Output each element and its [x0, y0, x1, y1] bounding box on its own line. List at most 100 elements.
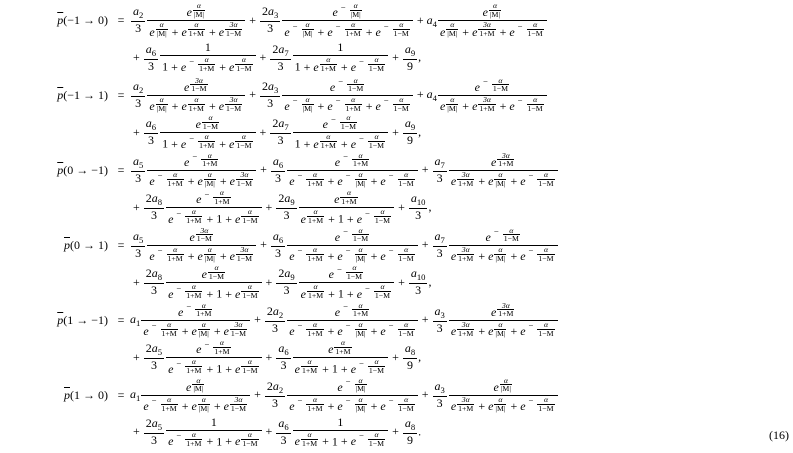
- symbol: a: [130, 387, 136, 401]
- numerator: 3α: [457, 394, 475, 405]
- math-text: 1: [331, 434, 338, 449]
- numerator: e α |M|: [141, 376, 251, 396]
- numerator: a10: [408, 266, 428, 285]
- math-text: α: [313, 282, 318, 292]
- math-text: α: [346, 188, 352, 197]
- power: e 3α 1−M: [230, 170, 255, 188]
- math-text: α: [450, 20, 455, 30]
- operator: +: [225, 361, 233, 376]
- power: e − α 1−M: [380, 395, 415, 413]
- math-text: 3: [283, 283, 290, 298]
- operator: +: [133, 274, 140, 289]
- equation-row: + a6 3 1 1 + e − α 1+M + e α 1−M +2a7 3 1 1 + e α 1+M + e − α 1−M +…: [0, 40, 559, 77]
- exponent: − α 1−M: [515, 21, 545, 37]
- power: e − α 1−M: [329, 264, 364, 281]
- denominator: 3: [276, 433, 290, 448]
- base: e: [180, 136, 187, 151]
- power: e α 1+M: [334, 189, 359, 206]
- power: e 3α 1+M: [451, 394, 476, 413]
- math-text: 9: [407, 433, 413, 448]
- lhs: [0, 114, 112, 152]
- operator: −: [365, 282, 370, 293]
- denominator: 1+M: [167, 179, 184, 188]
- operator: +: [206, 434, 214, 449]
- fraction: 2a3 3: [260, 4, 281, 36]
- math-text: 1+M: [458, 328, 474, 338]
- numerator: α: [397, 320, 415, 330]
- denominator: 1+M: [320, 65, 337, 73]
- symbol: a: [434, 228, 441, 243]
- numerator: 3α: [478, 21, 496, 31]
- exponent: − α 1−M: [356, 357, 386, 374]
- base: e: [289, 324, 295, 339]
- subscript: 3: [274, 84, 279, 95]
- math-text: 1+M: [320, 141, 336, 151]
- subscript: 7: [440, 234, 445, 245]
- math-text: α: [399, 20, 404, 30]
- fraction: α |M|: [494, 170, 507, 188]
- math-text: 1: [337, 211, 344, 226]
- math-text: 1+M: [320, 64, 336, 74]
- subscripted: a4: [427, 13, 437, 29]
- fraction: e − α 1+M e − α 1+M + e − α |M| + e − α 1−M: [287, 301, 418, 340]
- subscript: 6: [151, 47, 157, 58]
- math-text: α: [351, 94, 356, 104]
- math-text: α: [543, 394, 549, 404]
- math-text: 1: [216, 434, 223, 449]
- symbol: a: [272, 303, 279, 318]
- numerator: 3α: [235, 170, 254, 180]
- operator: −: [388, 320, 394, 331]
- operator: +: [322, 361, 329, 376]
- base: e: [334, 229, 341, 244]
- math-text: 3: [150, 433, 157, 448]
- power: e α |M|: [197, 244, 216, 263]
- operator: +: [421, 237, 429, 251]
- denominator: 1+M: [345, 104, 362, 113]
- math-text: 3α: [461, 394, 470, 404]
- numerator: a6: [276, 341, 291, 360]
- math-text: 1−M: [242, 216, 258, 226]
- overlined-symbol: p: [64, 387, 70, 402]
- numerator: e − α 1+M: [287, 151, 418, 171]
- math-text: α: [374, 357, 379, 367]
- base: e: [490, 154, 497, 169]
- numerator: a6: [270, 154, 286, 172]
- math-text: 3: [436, 170, 443, 185]
- math-text: α: [207, 244, 212, 254]
- math-text: 3: [415, 283, 422, 298]
- numerator: e 3α 1+M: [448, 151, 558, 171]
- base: e: [450, 324, 457, 339]
- math-text: α: [352, 263, 357, 272]
- denominator: e α |M| + e α 1+M + e 3α 1−M: [147, 95, 245, 114]
- denominator: e − α 1+M +1 + e α 1−M: [166, 358, 261, 376]
- subscripted: a3: [435, 379, 445, 395]
- fraction: α 1+M: [185, 208, 203, 225]
- base: e: [218, 99, 225, 114]
- fraction: 3α 1−M: [229, 395, 248, 413]
- numerator: α: [201, 114, 220, 123]
- math-text: α: [191, 282, 196, 292]
- math-text: 1+M: [335, 346, 351, 356]
- exponent: α |M|: [488, 2, 502, 18]
- math-text: |M|: [302, 29, 313, 39]
- exponent: − α 1−M: [386, 395, 416, 412]
- exponent: α 1−M: [201, 114, 220, 130]
- denominator: 3: [265, 396, 285, 411]
- subscripted: a3: [268, 79, 279, 95]
- numerator: α: [203, 244, 216, 255]
- denominator: 1+M: [213, 347, 230, 356]
- math-text: 3α: [234, 319, 243, 329]
- exponent: α 1−M: [234, 133, 253, 149]
- fraction: e − α |M| e − α 1+M + e − α |M| + e − α 1−M: [287, 376, 418, 415]
- fraction: α |M|: [203, 170, 216, 188]
- base: e: [149, 174, 155, 189]
- denominator: |M|: [500, 385, 512, 393]
- fraction: 3α 1+M: [478, 95, 496, 113]
- numerator: α: [339, 114, 358, 123]
- fraction: 3α 1−M: [235, 245, 254, 263]
- symbol: a: [404, 416, 411, 431]
- power: e α |M|: [191, 395, 210, 413]
- denominator: 1+M: [307, 292, 324, 300]
- numerator: α: [213, 189, 231, 198]
- operator: +: [392, 124, 399, 139]
